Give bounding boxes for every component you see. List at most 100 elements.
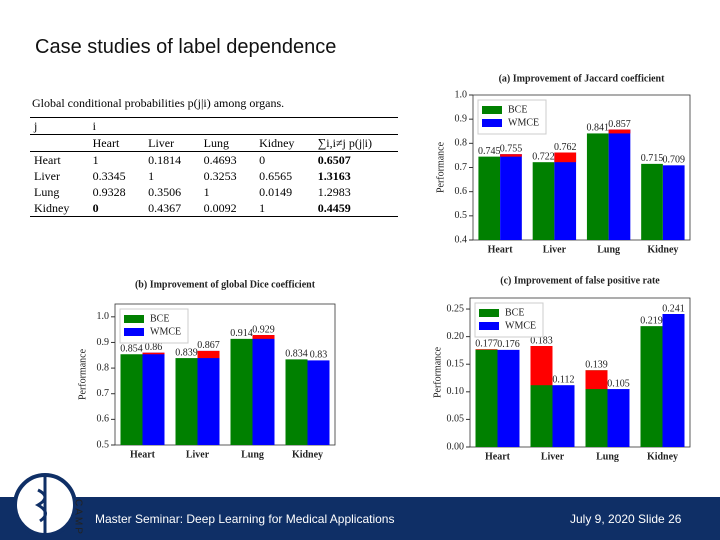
value-label: 0.176 bbox=[497, 339, 520, 350]
bar bbox=[586, 133, 609, 240]
legend-label: WMCE bbox=[508, 117, 539, 128]
cell: 0.1814 bbox=[144, 151, 200, 168]
cell: 0.4459 bbox=[313, 200, 398, 217]
bar bbox=[197, 350, 220, 445]
value-label: 0.929 bbox=[252, 324, 275, 335]
cell: Lung bbox=[34, 185, 60, 199]
value-label: 0.854 bbox=[120, 344, 143, 355]
table-row: Heart Liver Lung Kidney ∑i,i≠j p(j|i) bbox=[30, 134, 398, 152]
y-tick-label: 0.9 bbox=[455, 113, 468, 124]
x-tick-label: Kidney bbox=[292, 449, 323, 460]
y-tick-label: 0.7 bbox=[97, 388, 110, 399]
value-label: 0.105 bbox=[607, 378, 630, 389]
bar bbox=[478, 156, 501, 240]
value-label: 0.857 bbox=[608, 119, 631, 130]
table-row: Lung 0.9328 0.3506 1 0.0149 1.2983 bbox=[30, 184, 398, 200]
bar bbox=[285, 359, 308, 445]
table-row: j i bbox=[30, 117, 398, 135]
cell: 0.3253 bbox=[203, 169, 237, 183]
value-label: 0.715 bbox=[641, 153, 664, 164]
bar bbox=[640, 326, 663, 447]
legend-box bbox=[474, 302, 544, 338]
value-label: 0.139 bbox=[585, 360, 608, 371]
y-axis-label: Performance bbox=[77, 348, 88, 400]
y-tick-label: 0.7 bbox=[455, 162, 468, 173]
footer: Master Seminar: Deep Learning for Medica… bbox=[0, 497, 720, 540]
cell: 0.9328 bbox=[92, 185, 126, 199]
x-tick-label: Kidney bbox=[647, 244, 678, 255]
legend-swatch bbox=[479, 309, 499, 317]
x-tick-label: Kidney bbox=[647, 451, 678, 462]
value-label: 0.86 bbox=[145, 342, 163, 353]
value-label: 0.709 bbox=[662, 155, 685, 166]
legend-label: WMCE bbox=[505, 320, 536, 331]
legend-swatch bbox=[479, 322, 499, 330]
logo-text: CAMP bbox=[72, 499, 83, 536]
y-axis-label: Performance bbox=[432, 346, 443, 398]
y-tick-label: 0.9 bbox=[97, 337, 110, 348]
cell: 1 bbox=[148, 169, 155, 183]
y-tick-label: 0.5 bbox=[455, 210, 468, 221]
y-tick-label: 0.10 bbox=[447, 386, 465, 397]
cell: 0 bbox=[255, 151, 314, 168]
table-caption: Global conditional probabilities p(j|i) … bbox=[32, 96, 285, 110]
plot-frame bbox=[114, 303, 336, 446]
cell: 0.6507 bbox=[313, 151, 398, 168]
cell: 0.3345 bbox=[92, 169, 126, 183]
x-tick-label: Liver bbox=[186, 449, 210, 460]
value-label: 0.762 bbox=[554, 142, 577, 153]
cell: 0.0149 bbox=[259, 185, 293, 199]
bar bbox=[500, 154, 522, 240]
y-tick-label: 0.15 bbox=[447, 359, 465, 370]
value-label: 0.745 bbox=[478, 146, 501, 157]
table: j i Heart Liver Lung Kidney ∑i,i≠j p(j|i… bbox=[30, 117, 398, 217]
cell: 1.2983 bbox=[317, 185, 351, 199]
bar bbox=[554, 152, 577, 240]
table-block: Global conditional probabilities p(j|i) … bbox=[30, 96, 398, 217]
table-row: Kidney 0 0.4367 0.0092 1 0.4459 bbox=[30, 200, 398, 217]
cell: 0.3506 bbox=[148, 185, 182, 199]
y-tick-label: 0.8 bbox=[455, 138, 468, 149]
legend-label: BCE bbox=[505, 307, 524, 318]
cell: 1 bbox=[88, 151, 145, 168]
table-row: Heart 1 0.1814 0.4693 0 0.6507 bbox=[30, 151, 398, 168]
cell: Heart bbox=[30, 151, 89, 168]
legend-box bbox=[119, 308, 189, 344]
value-label: 0.722 bbox=[532, 151, 555, 162]
logo: CAMP bbox=[13, 473, 83, 537]
y-tick-label: 0.6 bbox=[455, 186, 468, 197]
value-label: 0.867 bbox=[197, 340, 220, 351]
value-label: 0.83 bbox=[310, 350, 328, 361]
value-label: 0.219 bbox=[640, 315, 663, 326]
value-label: 0.241 bbox=[662, 303, 685, 314]
x-tick-label: Liver bbox=[543, 244, 567, 255]
improvement bbox=[252, 335, 275, 339]
cell: Liver bbox=[34, 169, 60, 183]
bar bbox=[662, 314, 685, 447]
cell: 1 bbox=[255, 200, 314, 217]
bar bbox=[120, 354, 143, 445]
chart-title: (b) Improvement of global Dice coefficie… bbox=[135, 279, 316, 290]
legend-box bbox=[477, 99, 547, 135]
plot-frame bbox=[469, 297, 691, 448]
footer-text: Master Seminar: Deep Learning for Medica… bbox=[95, 512, 395, 526]
legend-swatch bbox=[482, 119, 502, 127]
value-label: 0.841 bbox=[587, 123, 610, 134]
improvement bbox=[554, 152, 577, 163]
improvement bbox=[142, 352, 165, 355]
legend-swatch bbox=[124, 328, 144, 336]
x-tick-label: Lung bbox=[596, 451, 619, 462]
bar bbox=[662, 165, 685, 240]
y-tick-label: 1.0 bbox=[455, 89, 468, 100]
legend-label: WMCE bbox=[150, 326, 181, 337]
footer-text: July 9, 2020 Slide 26 bbox=[570, 512, 682, 526]
bar bbox=[142, 352, 165, 445]
improvement bbox=[585, 370, 608, 390]
header-cell: i bbox=[88, 117, 398, 135]
bar bbox=[307, 360, 330, 445]
chart-title: (c) Improvement of false positive rate bbox=[500, 275, 660, 286]
y-tick-label: 0.8 bbox=[97, 362, 110, 373]
logo-staff bbox=[34, 477, 47, 533]
value-label: 0.834 bbox=[285, 349, 308, 360]
y-tick-label: 0.00 bbox=[447, 441, 465, 452]
